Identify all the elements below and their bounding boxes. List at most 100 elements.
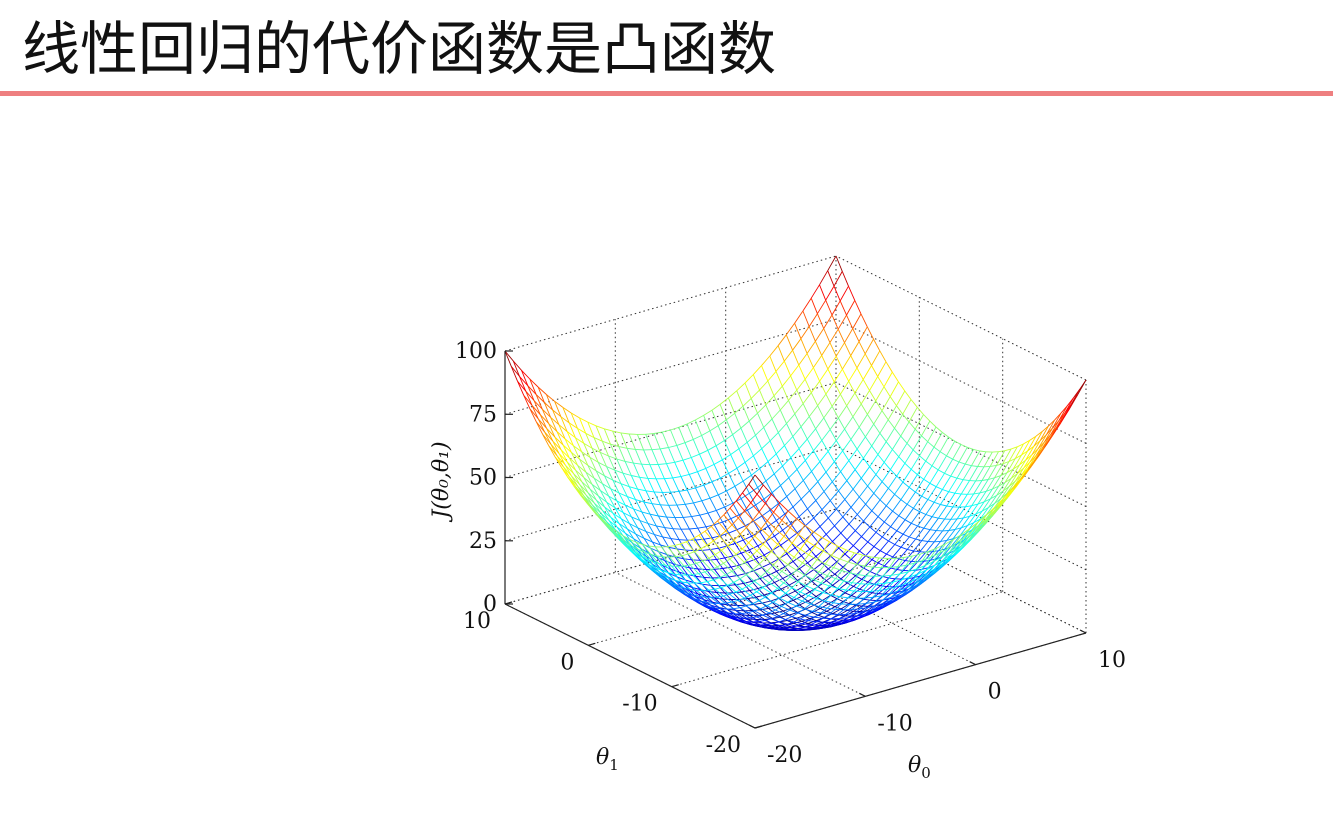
surface-mesh-segment [709,497,717,511]
surface-mesh-segment [692,538,702,550]
surface-mesh-segment [706,545,716,555]
surface-mesh-segment [880,558,888,568]
surface-mesh-segment [852,416,860,428]
surface-mesh-segment [797,612,807,616]
surface-mesh-segment [689,589,699,597]
surface-mesh-segment [956,533,966,545]
surface-mesh-segment [863,559,873,569]
surface-mesh-segment [1008,473,1018,487]
surface-mesh-segment [504,350,512,367]
surface-mesh-segment [674,462,682,477]
surface-mesh-segment [938,517,945,520]
surface-mesh-segment [886,581,894,590]
surface-mesh-segment [652,503,661,506]
surface-mesh-segment [616,458,624,474]
surface-mesh-segment [884,598,894,604]
surface-mesh-segment [827,517,835,527]
surface-mesh-segment [1019,450,1029,466]
surface-mesh-segment [812,531,822,538]
surface-mesh-segment [965,505,972,508]
surface-mesh-segment [899,589,908,595]
surface-mesh-segment [759,609,767,615]
surface-mesh-segment [940,551,950,558]
surface-mesh-segment [763,418,773,428]
surface-mesh-segment [826,621,834,626]
surface-mesh-segment [942,489,949,493]
surface-mesh-segment [785,542,793,552]
surface-mesh-segment [685,574,695,584]
surface-mesh-segment [802,392,812,404]
surface-mesh-segment [712,540,722,551]
surface-mesh-segment [859,603,867,610]
surface-mesh-segment [828,598,838,605]
surface-mesh-segment [719,536,729,546]
surface-mesh-segment [921,495,929,500]
surface-mesh-segment [771,551,780,559]
surface-mesh-segment [748,585,757,593]
surface-mesh-segment [702,560,712,571]
surface-mesh-segment [867,414,875,425]
surface-mesh-segment [729,613,739,619]
surface-mesh-segment [814,589,824,594]
surface-mesh-segment [814,545,824,552]
surface-mesh-segment [758,564,768,572]
surface-mesh-segment [570,412,578,429]
surface-mesh-segment [756,591,766,598]
surface-mesh-segment [552,440,562,451]
surface-mesh-segment [828,561,837,570]
surface-mesh-segment [833,450,843,463]
surface-mesh-segment [875,386,885,402]
surface-mesh-segment [681,581,689,584]
surface-mesh-segment [736,525,746,531]
surface-mesh-segment [799,568,806,576]
surface-mesh-segment [769,503,779,511]
surface-mesh-segment [552,440,560,454]
surface-mesh-segment [971,518,981,531]
surface-mesh-segment [954,479,964,494]
surface-mesh-segment [766,605,776,611]
surface-mesh-segment [737,600,747,607]
surface-mesh-segment [820,608,827,612]
surface-mesh-segment [813,517,821,527]
surface-mesh-segment [969,513,977,517]
surface-mesh-segment [844,428,852,440]
surface-mesh-segment [517,380,527,392]
surface-mesh-segment [837,545,847,551]
surface-mesh-segment [816,550,824,560]
surface-mesh-segment [780,485,788,497]
surface-mesh-segment [720,473,729,479]
surface-mesh-segment [852,582,861,585]
surface-mesh-segment [923,478,931,484]
surface-mesh-segment [831,545,839,556]
surface-mesh-segment [922,551,930,561]
surface-mesh-segment [612,512,622,520]
surface-mesh-segment [934,501,941,505]
surface-mesh-segment [830,614,838,620]
surface-mesh-segment [625,532,634,540]
surface-mesh-segment [839,589,847,598]
surface-mesh-segment [670,492,678,506]
surface-mesh-segment [724,502,733,508]
surface-mesh-segment [883,449,893,463]
surface-mesh-segment [739,599,747,606]
surface-mesh-segment [708,589,718,598]
surface-mesh-segment [704,571,714,581]
surface-mesh-segment [750,617,759,622]
surface-mesh-segment [620,483,628,497]
surface-mesh-segment [731,517,739,526]
surface-mesh-segment [748,535,756,544]
surface-mesh-segment [566,461,576,471]
surface-mesh-segment [558,453,566,466]
surface-mesh-segment [794,480,804,490]
surface-mesh-segment [771,418,779,433]
surface-mesh-segment [896,475,904,483]
surface-mesh-segment [1077,379,1087,395]
surface-mesh-segment [535,394,543,410]
surface-mesh-segment [783,527,791,537]
surface-mesh-segment [967,446,974,450]
surface-mesh-segment [926,561,934,571]
surface-mesh-segment [821,342,831,356]
surface-mesh-segment [780,477,790,486]
surface-mesh-segment [628,433,636,450]
surface-mesh-segment [843,580,853,584]
